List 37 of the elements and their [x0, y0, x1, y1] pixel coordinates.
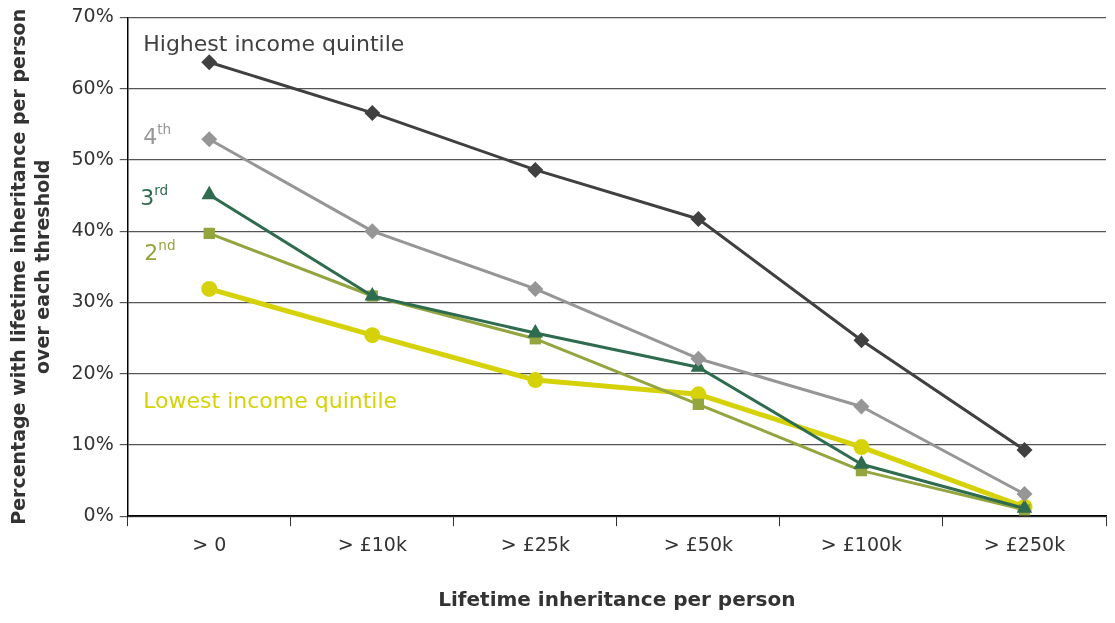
point — [203, 227, 215, 239]
point — [853, 439, 870, 456]
point — [853, 398, 870, 415]
point — [201, 280, 218, 297]
point — [1016, 441, 1033, 458]
point — [364, 223, 381, 240]
point — [364, 327, 381, 344]
y-tick-label: 0% — [83, 503, 114, 526]
point — [527, 161, 544, 178]
point — [201, 131, 218, 148]
y-tick-label: 40% — [71, 218, 114, 241]
point — [364, 104, 381, 121]
point — [527, 372, 544, 389]
x-tick-label: > £25k — [500, 532, 570, 555]
x-tick-label: > £250k — [983, 532, 1066, 555]
y-axis-title: Percentage with lifetime inheritance per person over each threshold — [6, 8, 53, 525]
x-tick-label: > £50k — [663, 532, 733, 555]
y-tick-label: 50% — [71, 146, 114, 169]
point — [527, 280, 544, 297]
series-label: Highest income quintile — [143, 31, 405, 57]
x-tick-label: > £100k — [820, 532, 903, 555]
y-tick-label: 70% — [71, 4, 114, 27]
point — [1016, 486, 1033, 503]
point — [690, 350, 707, 367]
point — [527, 324, 544, 338]
y-tick-label: 60% — [71, 75, 114, 98]
x-axis-title: Lifetime inheritance per person — [438, 587, 796, 612]
text: Lowest income quintile — [143, 387, 398, 413]
y-tick-label: 20% — [71, 360, 114, 383]
y-tick-label: 10% — [71, 431, 114, 454]
x-tick-label: > 0 — [192, 532, 227, 555]
y-tick-label: 30% — [71, 289, 114, 312]
point — [853, 332, 870, 349]
x-tick-label: > £10k — [337, 532, 407, 555]
point — [690, 211, 707, 228]
point — [201, 54, 218, 71]
point — [692, 398, 705, 410]
